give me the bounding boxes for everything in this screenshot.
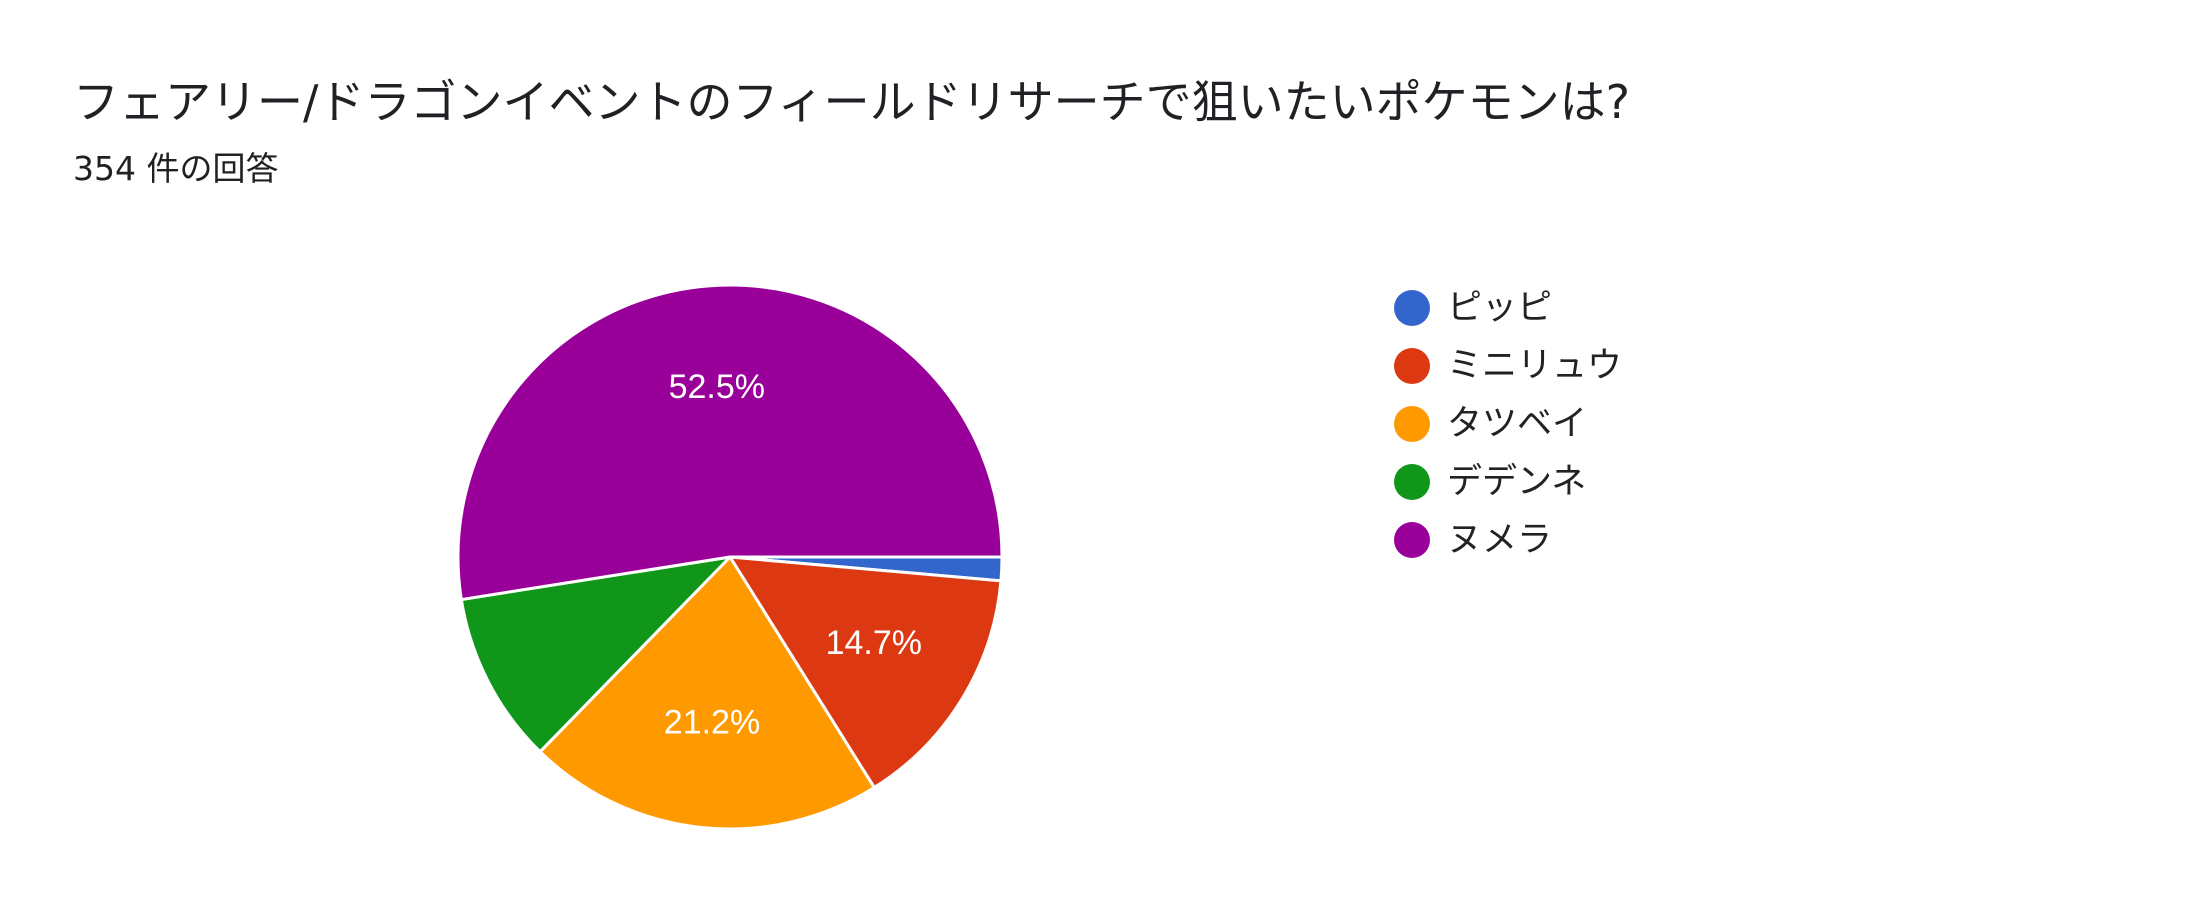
pie-slices xyxy=(456,283,1004,831)
legend-swatch-icon xyxy=(1394,406,1430,442)
legend-label: ミニリュウ xyxy=(1447,346,1623,386)
slice-label-1: 14.7% xyxy=(826,624,922,662)
legend-label: デデンネ xyxy=(1447,462,1587,502)
legend-swatch-icon xyxy=(1394,348,1430,384)
slice-label-2: 21.2% xyxy=(664,704,760,742)
legend-swatch-icon xyxy=(1394,290,1430,326)
chart-title: フェアリー/ドラゴンイベントのフィールドリサーチで狙いたいポケモンは? xyxy=(73,75,1630,129)
legend-item-dedenne[interactable]: デデンネ xyxy=(1394,453,1622,511)
pie-slice-2[interactable] xyxy=(537,554,877,831)
pie-slice-labels: 14.7% 21.2% 52.5% xyxy=(664,368,922,742)
legend: ピッピ ミニリュウ タツベイ デデンネ ヌメラ xyxy=(1394,279,1622,569)
slice-label-4: 52.5% xyxy=(669,368,765,406)
legend-swatch-icon xyxy=(1394,522,1430,558)
legend-item-miniryu[interactable]: ミニリュウ xyxy=(1394,337,1622,395)
response-count: 354 件の回答 xyxy=(73,149,279,188)
legend-item-tatsubay[interactable]: タツベイ xyxy=(1394,395,1622,453)
legend-label: ピッピ xyxy=(1447,288,1553,328)
legend-label: ヌメラ xyxy=(1447,520,1553,560)
legend-item-numera[interactable]: ヌメラ xyxy=(1394,511,1622,569)
pie-slice-1[interactable] xyxy=(727,555,1003,790)
legend-label: タツベイ xyxy=(1447,404,1588,444)
legend-swatch-icon xyxy=(1394,464,1430,500)
pie-slice-4[interactable] xyxy=(456,283,1004,602)
legend-item-pippi[interactable]: ピッピ xyxy=(1394,279,1622,337)
pie-slice-3[interactable] xyxy=(459,554,735,754)
